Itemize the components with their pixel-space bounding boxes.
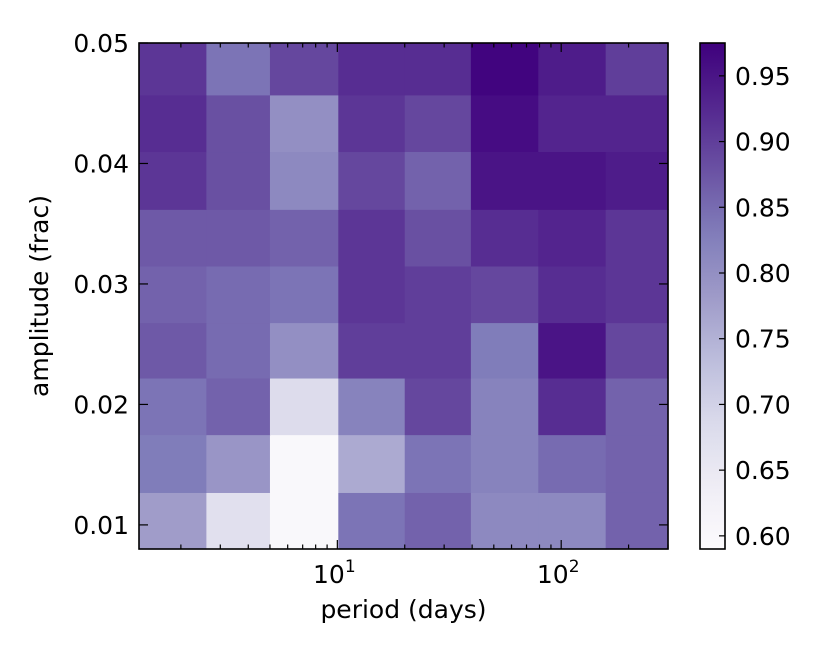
heatmap-cell (269, 377, 339, 436)
heatmap-cell (269, 209, 339, 267)
heatmap-cell (538, 322, 607, 379)
colorbar-tick-label: 0.85 (735, 193, 791, 222)
heatmap-cell (139, 209, 207, 267)
heatmap-cell (338, 492, 406, 550)
x-tick-label: 102 (537, 557, 580, 589)
colorbar (699, 42, 726, 550)
heatmap-cell (139, 434, 207, 493)
heatmap-cell (605, 322, 669, 379)
heatmap-cell (139, 377, 207, 436)
heatmap-cell (605, 434, 669, 493)
heatmap-cell (338, 322, 406, 379)
heatmap-cell (206, 151, 271, 210)
heatmap-cell (139, 151, 207, 210)
heatmap-cell (338, 94, 406, 153)
heatmap-cell (404, 43, 472, 96)
colorbar-tick-label: 0.95 (735, 62, 791, 91)
heatmap-cell (404, 151, 472, 210)
heatmap-cell (538, 434, 607, 493)
heatmap-cell (470, 434, 539, 493)
heatmap-cell (206, 377, 271, 436)
y-tick-label: 0.03 (73, 270, 129, 299)
heatmap-cell (470, 94, 539, 153)
heatmap-cell (605, 209, 669, 267)
heatmap-cell (269, 265, 339, 324)
heatmap-cell (605, 43, 669, 96)
y-tick-label: 0.02 (73, 390, 129, 419)
heatmap-cells (139, 43, 669, 550)
heatmap-cell (470, 43, 539, 96)
heatmap-cell (538, 43, 607, 96)
plot-frame (138, 42, 669, 550)
colorbar-tick-label: 0.80 (735, 259, 791, 288)
heatmap-cell (139, 43, 207, 96)
heatmap-cell (470, 151, 539, 210)
heatmap-cell (538, 377, 607, 436)
heatmap-cell (470, 265, 539, 324)
heatmap-cell (338, 265, 406, 324)
heatmap-cell (269, 43, 339, 96)
heatmap-cell (206, 434, 271, 493)
heatmap-cell (206, 209, 271, 267)
colorbar-tick-label: 0.60 (735, 522, 791, 551)
heatmap-cell (269, 434, 339, 493)
heatmap-cell (404, 434, 472, 493)
heatmap-cell (404, 94, 472, 153)
heatmap-cell (538, 94, 607, 153)
heatmap-cell (206, 322, 271, 379)
heatmap-cell (206, 265, 271, 324)
heatmap-cell (206, 43, 271, 96)
heatmap-cell (404, 377, 472, 436)
y-tick-label: 0.01 (73, 511, 129, 540)
heatmap-cell (206, 94, 271, 153)
heatmap-cell (338, 434, 406, 493)
heatmap-cell (404, 322, 472, 379)
x-axis-ticks: 101 102 (180, 43, 669, 589)
heatmap-cell (605, 377, 669, 436)
heatmap-cell (338, 151, 406, 210)
x-axis-label: period (days) (320, 595, 486, 624)
heatmap-cell (269, 492, 339, 550)
heatmap-cell (404, 492, 472, 550)
heatmap-cell (538, 209, 607, 267)
heatmap-cell (139, 492, 207, 550)
colorbar-tick-label: 0.90 (735, 128, 791, 157)
heatmap-cell (470, 209, 539, 267)
y-tick-label: 0.04 (73, 149, 129, 178)
y-axis-label: amplitude (frac) (25, 195, 54, 397)
y-tick-label: 0.05 (73, 29, 129, 58)
heatmap-cell (538, 265, 607, 324)
heatmap-cell (404, 265, 472, 324)
heatmap-cell (139, 94, 207, 153)
heatmap-cell (338, 377, 406, 436)
heatmap-cell (206, 492, 271, 550)
colorbar-tick-label: 0.70 (735, 390, 791, 419)
heatmap-cell (538, 492, 607, 550)
heatmap-cell (139, 265, 207, 324)
heatmap-cell (269, 94, 339, 153)
heatmap-cell (269, 322, 339, 379)
heatmap-cell (605, 265, 669, 324)
colorbar-tick-label: 0.65 (735, 456, 791, 485)
heatmap-cell (404, 209, 472, 267)
heatmap-cell (470, 492, 539, 550)
heatmap-cell (139, 322, 207, 379)
x-tick-label: 101 (313, 557, 356, 589)
heatmap-cell (605, 492, 669, 550)
heatmap-cell (538, 151, 607, 210)
heatmap-cell (338, 43, 406, 96)
colorbar-ticks: 0.60 0.65 0.70 0.75 0.80 0.85 0.90 0.95 (719, 62, 791, 551)
heatmap-cell (269, 151, 339, 210)
heatmap-cell (470, 377, 539, 436)
heatmap-cell (605, 151, 669, 210)
heatmap-cell (338, 209, 406, 267)
colorbar-tick-label: 0.75 (735, 325, 791, 354)
y-axis-ticks: 0.01 0.02 0.03 0.04 0.05 (73, 29, 668, 540)
heatmap-cell (470, 322, 539, 379)
heatmap-cell (605, 94, 669, 153)
